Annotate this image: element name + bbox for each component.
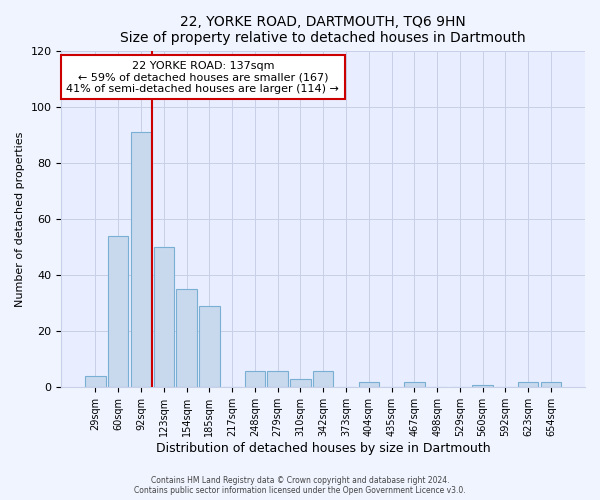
X-axis label: Distribution of detached houses by size in Dartmouth: Distribution of detached houses by size … (156, 442, 491, 455)
Bar (404, 382, 425, 388)
Bar (313, 370, 334, 388)
Bar (472, 384, 493, 388)
Bar (199, 306, 220, 388)
Title: 22, YORKE ROAD, DARTMOUTH, TQ6 9HN
Size of property relative to detached houses : 22, YORKE ROAD, DARTMOUTH, TQ6 9HN Size … (121, 15, 526, 45)
Y-axis label: Number of detached properties: Number of detached properties (15, 132, 25, 306)
Bar (154, 247, 174, 388)
Bar (290, 379, 311, 388)
Bar (541, 382, 561, 388)
Bar (176, 289, 197, 388)
Bar (85, 376, 106, 388)
Bar (108, 236, 128, 388)
Bar (518, 382, 538, 388)
Text: 22 YORKE ROAD: 137sqm
← 59% of detached houses are smaller (167)
41% of semi-det: 22 YORKE ROAD: 137sqm ← 59% of detached … (67, 60, 339, 94)
Bar (131, 132, 151, 388)
Bar (245, 370, 265, 388)
Bar (359, 382, 379, 388)
Bar (268, 370, 288, 388)
Text: Contains HM Land Registry data © Crown copyright and database right 2024.
Contai: Contains HM Land Registry data © Crown c… (134, 476, 466, 495)
